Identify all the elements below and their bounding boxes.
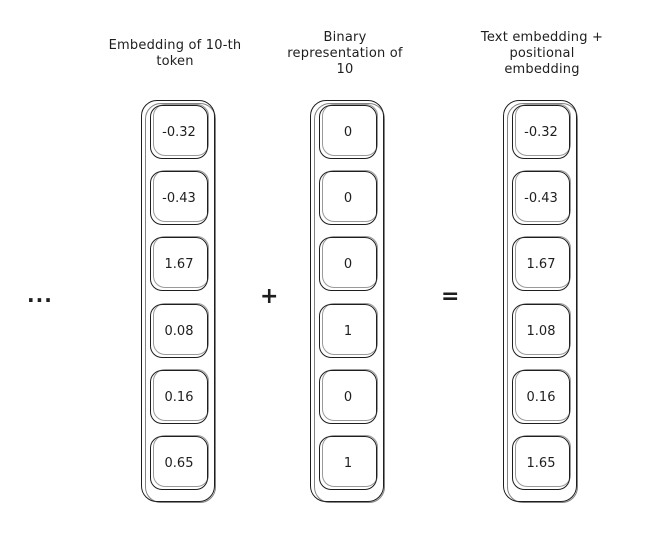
vector-cell: 0.16: [512, 369, 571, 424]
vector-cell: 0.08: [150, 303, 209, 358]
vector-cell: 1.08: [512, 303, 571, 358]
vector-cell: 1: [319, 435, 378, 490]
binary-representation-heading: Binary representation of 10: [287, 30, 403, 77]
vector-cell: 1.67: [512, 236, 571, 291]
binary-representation-vector: 0 0 0 1 0 1: [310, 100, 385, 503]
result-embedding-vector: -0.32 -0.43 1.67 1.08 0.16 1.65: [503, 100, 578, 503]
vector-cell: -0.32: [150, 104, 209, 159]
vector-cell: 1.67: [150, 236, 209, 291]
ellipsis: ...: [27, 283, 53, 307]
token-embedding-heading: Embedding of 10-th token: [108, 38, 242, 69]
vector-cell: 0: [319, 236, 378, 291]
vector-cell: -0.43: [512, 170, 571, 225]
vector-cell: 0: [319, 369, 378, 424]
vector-cell: 0: [319, 104, 378, 159]
equals-operator: =: [441, 284, 460, 309]
vector-cell: 0.16: [150, 369, 209, 424]
vector-cell: 0.65: [150, 435, 209, 490]
vector-cell: 1.65: [512, 435, 571, 490]
vector-cell: -0.43: [150, 170, 209, 225]
vector-cell: 1: [319, 303, 378, 358]
vector-cell: 0: [319, 170, 378, 225]
plus-operator: +: [260, 284, 279, 309]
vector-cell: -0.32: [512, 104, 571, 159]
token-embedding-vector: -0.32 -0.43 1.67 0.08 0.16 0.65: [141, 100, 216, 503]
result-embedding-heading: Text embedding + positional embedding: [480, 30, 604, 77]
